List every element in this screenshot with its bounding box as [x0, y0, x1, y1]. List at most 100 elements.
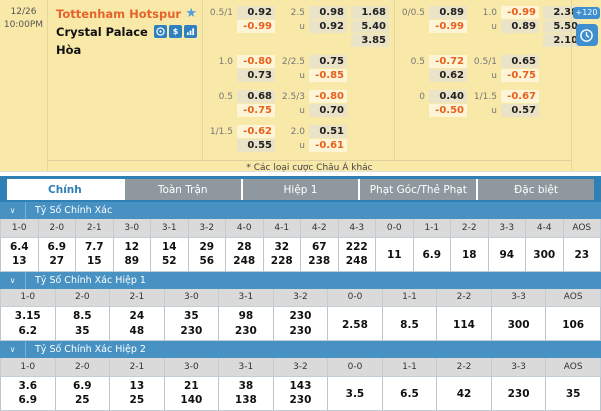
- odds-cell[interactable]: 0.57: [501, 104, 539, 117]
- odds-cell[interactable]: 228: [262, 254, 301, 271]
- odds-cell[interactable]: 56: [187, 254, 226, 271]
- odds-cell[interactable]: 230: [163, 323, 220, 341]
- odds-cell[interactable]: 14: [150, 237, 189, 254]
- odds-cell[interactable]: 25: [54, 393, 111, 410]
- odds-cell[interactable]: 98: [218, 306, 274, 324]
- odds-cell[interactable]: 29: [187, 237, 226, 254]
- odds-cell[interactable]: 230: [272, 323, 329, 341]
- odds-cell[interactable]: 67: [300, 237, 339, 254]
- odds-cell[interactable]: 0.65: [501, 55, 539, 68]
- odds-cell[interactable]: 6.9: [412, 237, 451, 271]
- ball-icon[interactable]: [154, 25, 167, 38]
- odds-cell[interactable]: 0.40: [429, 90, 467, 103]
- odds-cell[interactable]: 6.9: [54, 376, 111, 393]
- odds-cell[interactable]: 3.15: [0, 306, 56, 324]
- odds-cell[interactable]: 35: [545, 376, 601, 410]
- clock-icon[interactable]: [575, 24, 598, 46]
- odds-cell[interactable]: 21: [163, 376, 220, 393]
- odds-cell[interactable]: -0.62: [237, 125, 275, 138]
- odds-cell[interactable]: 300: [490, 306, 547, 341]
- odds-cell[interactable]: 0.89: [501, 20, 539, 33]
- odds-cell[interactable]: -0.80: [237, 55, 275, 68]
- odds-cell[interactable]: 6.2: [0, 323, 56, 341]
- odds-cell[interactable]: 0.73: [237, 69, 275, 82]
- odds-cell[interactable]: -0.99: [237, 20, 275, 33]
- odds-cell[interactable]: -0.72: [429, 55, 467, 68]
- odds-cell[interactable]: 6.9: [0, 393, 56, 410]
- odds-cell[interactable]: 0.70: [309, 104, 347, 117]
- odds-cell[interactable]: 89: [112, 254, 151, 271]
- odds-cell[interactable]: -0.80: [309, 90, 347, 103]
- odds-cell-1x2[interactable]: 5.40: [351, 20, 389, 33]
- odds-cell[interactable]: 114: [436, 306, 492, 341]
- odds-cell[interactable]: 38: [218, 376, 274, 393]
- odds-cell[interactable]: 0.55: [237, 139, 275, 152]
- odds-cell[interactable]: 3.6: [0, 376, 56, 393]
- odds-cell[interactable]: 238: [300, 254, 339, 271]
- chart-icon[interactable]: [184, 25, 197, 38]
- odds-cell[interactable]: 140: [163, 393, 220, 410]
- odds-cell[interactable]: 18: [450, 237, 489, 271]
- odds-cell[interactable]: 42: [436, 376, 492, 410]
- odds-cell[interactable]: 0.92: [237, 6, 275, 19]
- odds-cell[interactable]: 32: [262, 237, 301, 254]
- odds-cell[interactable]: 11: [375, 237, 414, 271]
- odds-cell[interactable]: 6.5: [381, 376, 438, 410]
- odds-cell[interactable]: 106: [545, 306, 601, 341]
- odds-cell[interactable]: 0.89: [429, 6, 467, 19]
- odds-cell[interactable]: -0.75: [501, 69, 539, 82]
- odds-cell[interactable]: 0.62: [429, 69, 467, 82]
- odds-cell[interactable]: 13: [0, 254, 39, 271]
- odds-cell[interactable]: 94: [487, 237, 526, 271]
- odds-cell[interactable]: 12: [112, 237, 151, 254]
- odds-cell-1x2[interactable]: 3.85: [351, 34, 389, 47]
- odds-cell-1x2[interactable]: 1.68: [351, 6, 389, 19]
- odds-cell[interactable]: 138: [218, 393, 274, 410]
- section-header-correct-score-1h[interactable]: ∨ Tỷ Số Chính Xác Hiệp 1: [0, 271, 601, 289]
- odds-cell[interactable]: 222: [337, 237, 376, 254]
- markets-count-badge[interactable]: +120: [572, 7, 601, 19]
- odds-cell[interactable]: 48: [109, 323, 165, 341]
- tab-toan-tran[interactable]: Toàn Trận: [122, 179, 241, 200]
- tab-dac-biet[interactable]: Đặc biệt: [476, 179, 594, 200]
- odds-cell[interactable]: 230: [272, 306, 329, 324]
- odds-cell[interactable]: 2.58: [327, 306, 383, 341]
- section-header-correct-score-2h[interactable]: ∨ Tỷ Số Chính Xác Hiệp 2: [0, 341, 601, 358]
- odds-cell[interactable]: 0.92: [309, 20, 347, 33]
- odds-cell[interactable]: 6.4: [0, 237, 39, 254]
- odds-cell[interactable]: -0.50: [429, 104, 467, 117]
- odds-cell[interactable]: 23: [562, 237, 601, 271]
- odds-cell[interactable]: 25: [109, 393, 165, 410]
- tab-chinh[interactable]: Chính: [7, 179, 123, 200]
- other-asian-bets-link[interactable]: * Các loại cược Châu Á khác: [48, 160, 571, 175]
- odds-cell[interactable]: 52: [150, 254, 189, 271]
- odds-cell[interactable]: -0.67: [501, 90, 539, 103]
- odds-cell[interactable]: 8.5: [381, 306, 438, 341]
- odds-cell[interactable]: 35: [54, 323, 111, 341]
- odds-cell[interactable]: -0.99: [501, 6, 539, 19]
- odds-cell[interactable]: 230: [272, 393, 329, 410]
- odds-cell[interactable]: 13: [109, 376, 165, 393]
- odds-cell[interactable]: -0.75: [237, 104, 275, 117]
- odds-cell[interactable]: 7.7: [75, 237, 114, 254]
- odds-cell[interactable]: 248: [337, 254, 376, 271]
- odds-cell[interactable]: 143: [272, 376, 329, 393]
- odds-cell[interactable]: 248: [225, 254, 264, 271]
- odds-cell[interactable]: 0.75: [309, 55, 347, 68]
- odds-cell[interactable]: 35: [163, 306, 220, 324]
- odds-cell[interactable]: -0.85: [309, 69, 347, 82]
- odds-cell[interactable]: 8.5: [54, 306, 111, 324]
- odds-cell[interactable]: 6.9: [37, 237, 76, 254]
- odds-cell[interactable]: 0.51: [309, 125, 347, 138]
- odds-cell[interactable]: 0.98: [309, 6, 347, 19]
- odds-cell[interactable]: 27: [37, 254, 76, 271]
- odds-cell[interactable]: 15: [75, 254, 114, 271]
- odds-cell[interactable]: -0.99: [429, 20, 467, 33]
- odds-cell[interactable]: 230: [490, 376, 547, 410]
- section-header-correct-score[interactable]: ∨ Tỷ Số Chính Xác: [0, 202, 601, 219]
- odds-cell[interactable]: -0.61: [309, 139, 347, 152]
- cash-icon[interactable]: $: [169, 25, 182, 38]
- odds-cell[interactable]: 24: [109, 306, 165, 324]
- star-icon[interactable]: ★: [185, 6, 197, 21]
- tab-hiep-1[interactable]: Hiệp 1: [240, 179, 359, 200]
